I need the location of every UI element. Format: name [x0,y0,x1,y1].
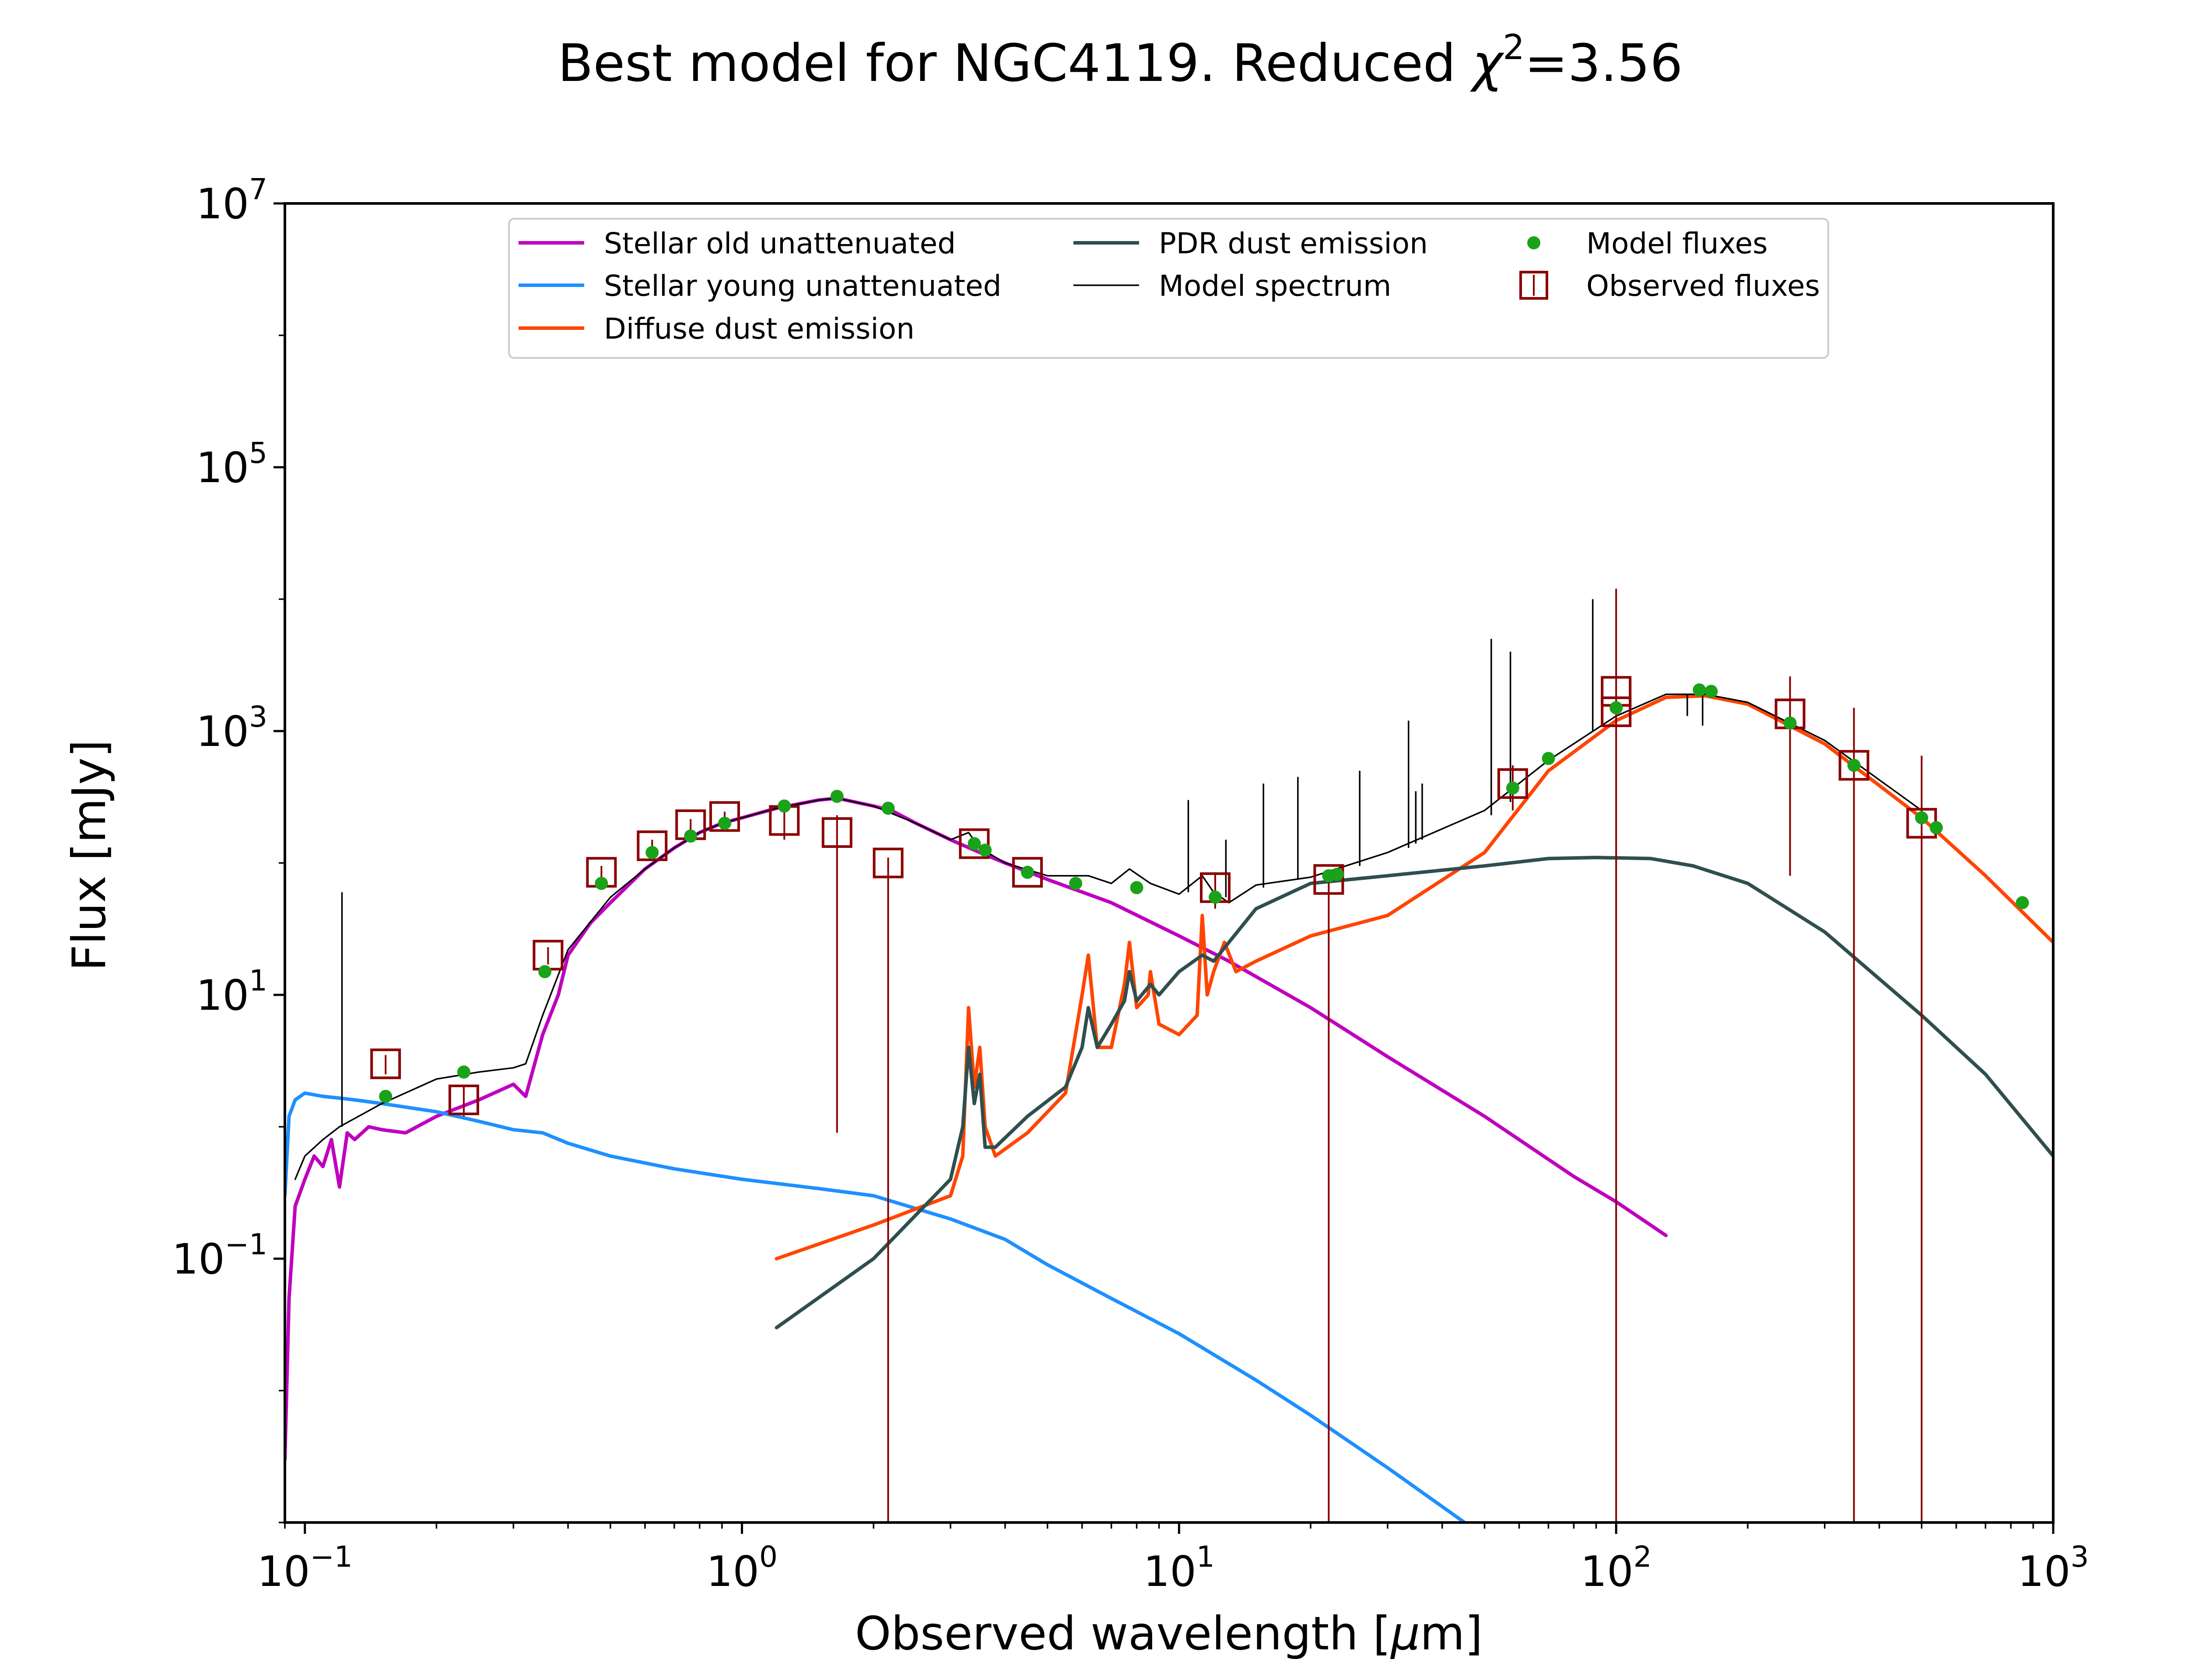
model-flux-point-1 [457,1065,470,1079]
observed-flux-marker-8 [821,817,852,848]
x-axis-label: Observed wavelength [μm] [855,1607,1483,1660]
legend-label-stellar-old-unattenuated: Stellar old unattenuated [604,227,956,260]
model-flux-point-22 [1704,685,1718,698]
model-flux-point-2 [538,965,552,978]
legend-box [508,218,1829,359]
model-flux-point-26 [1929,821,1943,834]
model-flux-point-5 [684,830,698,843]
observed-flux-marker-14 [1497,768,1528,799]
legend-label-model-fluxes: Model fluxes [1586,227,1768,260]
x-axis-label-suffix: m] [1420,1607,1483,1660]
observed-flux-marker-1 [448,1085,479,1115]
model-flux-point-23 [1783,716,1797,730]
model-flux-point-8 [830,790,844,803]
plot-area [285,588,2053,1522]
x-tick-label-1: 100 [706,1540,778,1596]
model-flux-point-13 [1069,877,1083,890]
model-flux-point-12 [1021,865,1034,879]
model-flux-point-25 [1915,811,1929,825]
x-axis-label-prefix: Observed wavelength [ [855,1607,1391,1660]
model-flux-point-9 [881,802,895,815]
series-stellar-young-unattenuated-line [285,1091,1466,1522]
x-ticks: 10−1 100 101 102 103 [257,1522,2089,1596]
legend-label-pdr-dust-emission: PDR dust emission [1159,227,1428,260]
y-ticks: 10−1 101 103 105 107 [172,172,285,1523]
chart-title-prefix: Best model for NGC4119. Reduced [558,33,1473,93]
observed-flux-marker-4 [637,830,668,861]
x-tick-label-2: 101 [1143,1540,1215,1596]
model-flux-point-15 [1209,890,1222,904]
x-tick-label-4: 103 [2018,1540,2089,1596]
legend-label-stellar-young-unattenuated: Stellar young unattenuated [604,269,1002,303]
y-tick-label-3: 105 [196,436,267,492]
model-flux-point-14 [1130,881,1143,894]
observed-flux-marker-11 [1012,857,1043,888]
model-flux-point-3 [595,877,608,890]
chart-title: Best model for NGC4119. Reduced χ2=3.56 [558,28,1683,93]
model-flux-point-21 [1693,683,1706,696]
legend-label-model-spectrum: Model spectrum [1159,269,1391,303]
observed-flux-marker-18 [1838,750,1869,781]
model-flux-point-20 [1609,701,1623,714]
chart-title-chi: χ [1469,33,1504,93]
model-flux-point-17 [1330,868,1344,881]
y-axis-label: Flux [mJy] [63,740,116,971]
observed-flux-marker-6 [709,801,740,832]
y-tick-label-0: 10−1 [172,1228,267,1284]
model-flux-point-18 [1506,781,1519,795]
legend-label-observed-fluxes: Observed fluxes [1586,269,1820,303]
y-tick-label-1: 101 [196,964,267,1020]
chart-title-sup: 2 [1503,28,1525,67]
legend-label-diffuse-dust-emission: Diffuse dust emission [604,312,915,346]
observed-flux-marker-10 [959,828,990,859]
model-flux-point-4 [645,846,659,859]
x-axis-label-mu: μ [1390,1607,1420,1660]
y-tick-label-4: 107 [196,172,267,228]
series-pdr-dust-emission-line [775,856,2053,1330]
x-tick-label-3: 102 [1581,1540,1652,1596]
model-flux-point-10 [968,837,981,850]
model-flux-point-19 [1542,752,1555,765]
observed-flux-marker-9 [873,847,904,878]
legend: Stellar old unattenuated Stellar young un… [508,218,1829,359]
model-flux-point-24 [1847,759,1861,772]
observed-flux-marker-0 [370,1048,401,1079]
observed-flux-marker-13 [1313,864,1344,895]
x-tick-label-0: 10−1 [257,1540,353,1596]
model-flux-point-11 [978,844,992,857]
model-flux-point-27 [2016,896,2029,910]
model-flux-point-7 [778,799,791,813]
observed-flux-marker-16 [1601,696,1632,727]
chart-title-suffix: =3.56 [1525,33,1683,93]
legend-swatch-model-fluxes [1527,236,1540,249]
model-flux-point-6 [718,816,731,830]
model-flux-point-0 [379,1090,393,1103]
legend-swatch-observed-fluxes [1519,271,1548,300]
y-tick-label-2: 103 [196,700,267,756]
